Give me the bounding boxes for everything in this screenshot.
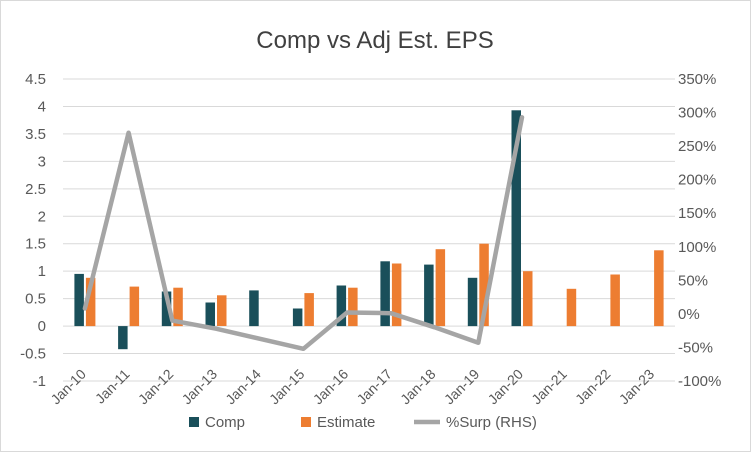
legend-label: Comp — [205, 414, 245, 431]
y2-tick-label: 50% — [678, 272, 708, 289]
y2-tick-label: 0% — [678, 306, 700, 323]
x-tick-label: Jan-23 — [616, 366, 658, 408]
x-tick-label: Jan-17 — [353, 366, 395, 408]
left-axis: -1 -0.5 0 0.5 1 1.5 2 2.5 3 3.5 4 4.5 — [20, 71, 46, 390]
bars — [74, 110, 664, 350]
bar-comp — [292, 308, 303, 327]
x-tick-label: Jan-22 — [572, 366, 614, 408]
y-tick-label: -0.5 — [20, 346, 46, 363]
bar-estimate — [479, 243, 489, 327]
bar-comp — [467, 277, 478, 327]
bar-estimate — [523, 271, 533, 327]
y-tick-label: 3.5 — [25, 126, 46, 143]
y-tick-label: -1 — [33, 373, 46, 390]
bar-estimate — [435, 249, 446, 327]
bar-estimate — [173, 287, 183, 327]
y2-tick-label: 200% — [678, 172, 716, 189]
bar-estimate — [391, 263, 402, 327]
right-axis: -100% -50% 0% 50% 100% 150% 200% 250% 300% 350% — [678, 71, 721, 390]
y2-tick-label: 150% — [678, 205, 716, 222]
y-tick-label: 4 — [38, 98, 46, 115]
chart-title: Comp vs Adj Est. EPS — [256, 27, 493, 54]
y2-tick-label: -100% — [678, 373, 721, 390]
y2-tick-label: 300% — [678, 105, 716, 122]
legend: Comp Estimate %Surp (RHS) — [189, 414, 537, 431]
y-tick-label: 1 — [38, 263, 46, 280]
x-tick-label: Jan-18 — [397, 366, 439, 408]
x-tick-label: Jan-21 — [528, 366, 570, 408]
y2-tick-label: -50% — [678, 339, 713, 356]
bar-estimate — [610, 274, 620, 327]
bar-comp — [336, 285, 347, 327]
x-tick-label: Jan-10 — [47, 366, 89, 408]
bar-comp — [74, 273, 84, 327]
y-tick-label: 2 — [38, 208, 46, 225]
y-tick-label: 4.5 — [25, 71, 46, 88]
y2-tick-label: 350% — [678, 71, 716, 88]
bar-estimate — [85, 277, 96, 327]
bar-estimate — [304, 293, 314, 326]
bar-estimate — [566, 288, 577, 327]
bar-estimate — [348, 287, 358, 327]
y-tick-label: 0 — [38, 318, 46, 335]
bar-comp — [118, 326, 128, 350]
x-tick-label: Jan-20 — [485, 366, 527, 408]
legend-label: %Surp (RHS) — [446, 414, 537, 431]
legend-swatch — [189, 417, 199, 427]
bar-estimate — [654, 250, 664, 327]
y-tick-label: 3 — [38, 153, 46, 170]
surprise-line-layer — [82, 115, 525, 352]
legend-label: Estimate — [317, 414, 375, 431]
y-tick-label: 1.5 — [25, 236, 46, 253]
x-axis: Jan-10 Jan-11 Jan-12 Jan-13 Jan-14 Jan-15 Jan-… — [47, 366, 657, 408]
y2-tick-label: 100% — [678, 239, 716, 256]
bar-comp — [249, 290, 259, 327]
bar-comp — [424, 264, 434, 327]
bar-comp — [380, 261, 390, 327]
bar-estimate — [129, 286, 140, 327]
x-tick-label: Jan-16 — [310, 366, 352, 408]
y2-tick-label: 250% — [678, 138, 716, 155]
x-tick-label: Jan-15 — [266, 366, 308, 408]
x-tick-label: Jan-14 — [222, 366, 264, 408]
grid — [63, 78, 675, 382]
bar-comp — [205, 302, 215, 327]
y-tick-label: 0.5 — [25, 291, 46, 308]
bar-comp — [161, 291, 172, 327]
x-tick-label: Jan-12 — [135, 366, 177, 408]
bar-estimate — [217, 295, 227, 326]
line-series-surp — [82, 115, 525, 352]
legend-swatch — [301, 417, 311, 427]
x-tick-label: Jan-19 — [441, 366, 483, 408]
x-tick-label: Jan-11 — [92, 366, 133, 407]
bar-comp — [511, 110, 521, 327]
y-tick-label: 2.5 — [25, 181, 46, 198]
x-tick-label: Jan-13 — [179, 366, 221, 408]
